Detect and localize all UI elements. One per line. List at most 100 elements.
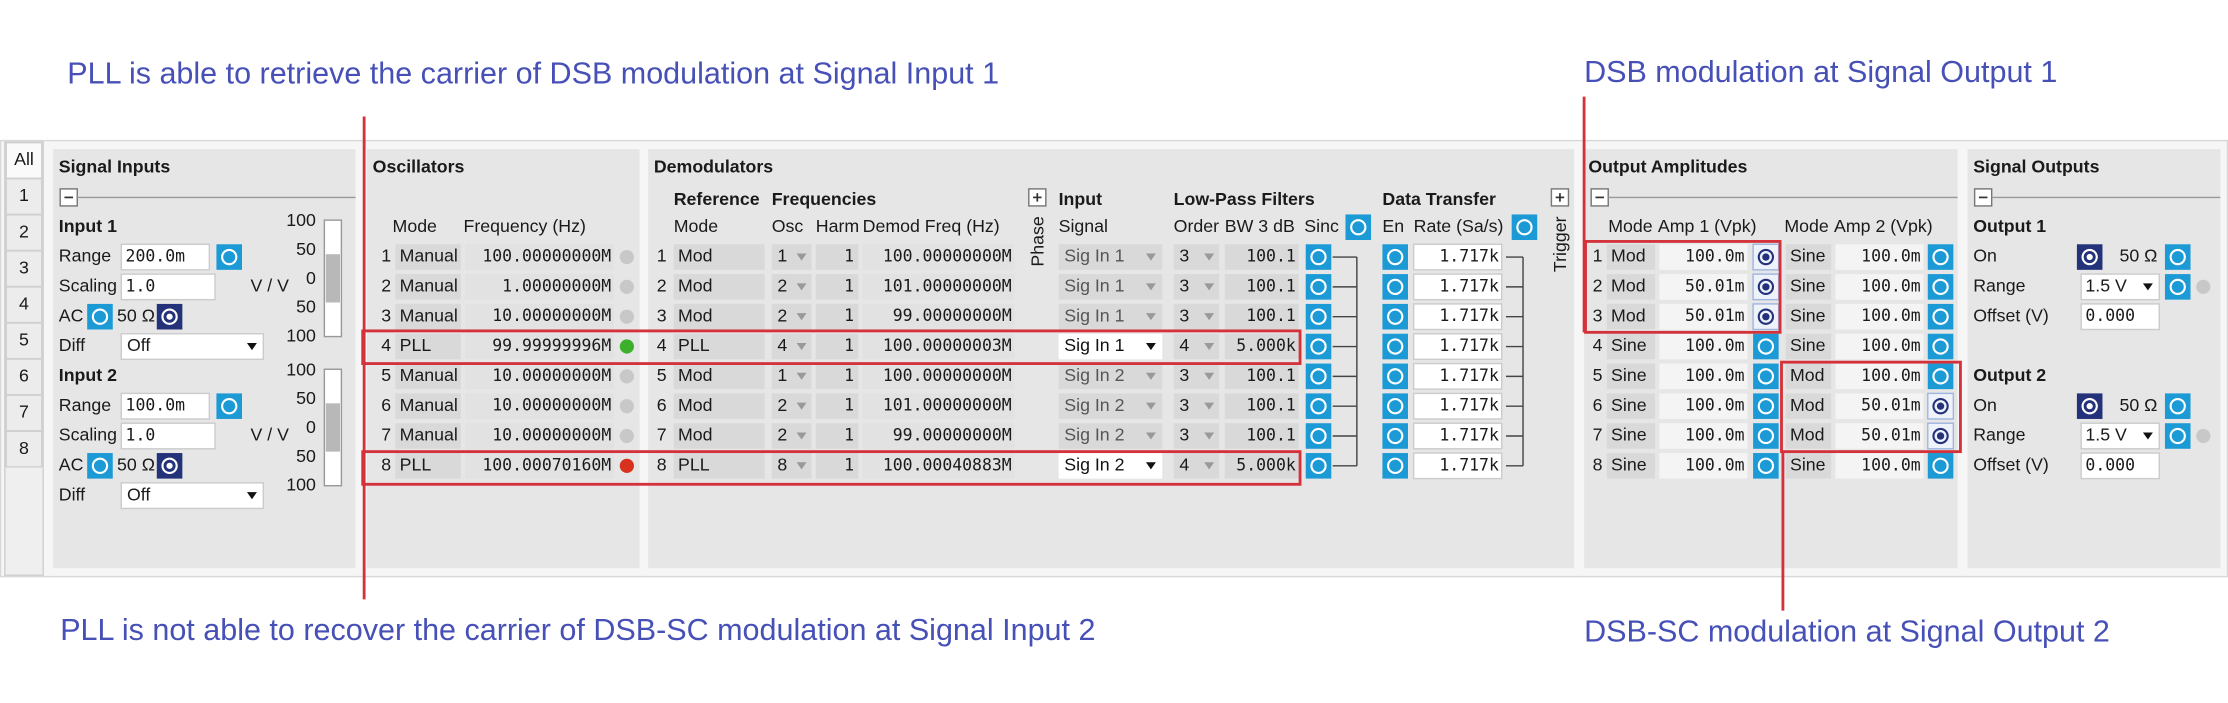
range-field[interactable] xyxy=(120,392,211,420)
enable-button[interactable] xyxy=(1927,244,1954,270)
mode-cell[interactable] xyxy=(1606,333,1656,360)
mode-cell[interactable] xyxy=(673,303,765,330)
osc-cell[interactable] xyxy=(771,244,812,270)
enable-button[interactable] xyxy=(1305,274,1332,300)
demod-osc[interactable]: 1 xyxy=(777,246,787,266)
demod-osc[interactable]: 2 xyxy=(777,425,787,445)
mode-cell[interactable] xyxy=(673,423,765,449)
amp-field[interactable] xyxy=(1835,274,1924,300)
demod-signal[interactable]: Sig In 1 xyxy=(1064,276,1124,296)
range-value[interactable]: 100.0m xyxy=(126,396,186,415)
mode-cell[interactable] xyxy=(1606,453,1656,479)
demod-signal[interactable]: Sig In 2 xyxy=(1064,365,1124,385)
demod-rate[interactable]: 1.717k xyxy=(1439,426,1499,445)
tab[interactable] xyxy=(5,394,43,432)
rate-field[interactable] xyxy=(1412,392,1503,420)
demod-rate[interactable]: 1.717k xyxy=(1439,306,1499,325)
demod-osc[interactable]: 4 xyxy=(777,335,787,355)
demod-mode[interactable]: Mod xyxy=(678,276,713,296)
mode-cell[interactable] xyxy=(1785,244,1832,270)
demod-order[interactable]: 4 xyxy=(1179,335,1189,355)
demod-osc[interactable]: 2 xyxy=(777,305,787,325)
amp-field[interactable] xyxy=(1659,453,1748,479)
demod-order[interactable]: 3 xyxy=(1179,365,1189,385)
rate-field[interactable] xyxy=(1412,273,1503,301)
rate-field[interactable] xyxy=(1412,333,1503,361)
demod-mode[interactable]: Mod xyxy=(678,365,713,385)
signal-select[interactable] xyxy=(1058,333,1163,360)
tab-label[interactable]: 8 xyxy=(19,438,29,458)
amp1-mode[interactable]: Mod xyxy=(1611,246,1646,266)
mode-cell[interactable] xyxy=(673,453,765,479)
offset-value[interactable]: 0.000 xyxy=(2085,455,2135,474)
amp2-value[interactable]: 100.0m xyxy=(1861,306,1921,325)
demod-signal[interactable]: Sig In 2 xyxy=(1064,455,1124,475)
amp-field[interactable] xyxy=(1835,333,1924,360)
demod-order[interactable]: 3 xyxy=(1179,425,1189,445)
amp-field[interactable] xyxy=(1835,303,1924,330)
demod-osc[interactable]: 8 xyxy=(777,455,787,475)
tab-label[interactable]: 1 xyxy=(19,185,29,205)
enable-button[interactable] xyxy=(1382,274,1408,300)
enable-button[interactable] xyxy=(1753,453,1779,479)
enable-button[interactable] xyxy=(1927,333,1954,360)
osc-cell[interactable] xyxy=(771,423,812,449)
amp2-value[interactable]: 50.01m xyxy=(1861,426,1921,445)
demod-osc[interactable]: 2 xyxy=(777,276,787,296)
mode-cell[interactable] xyxy=(673,274,765,300)
enable-button[interactable] xyxy=(1382,333,1408,360)
diff-value[interactable]: Off xyxy=(127,484,150,504)
demod-osc[interactable]: 1 xyxy=(777,365,787,385)
mode-cell[interactable] xyxy=(1785,363,1832,390)
enable-button[interactable] xyxy=(216,244,242,270)
enable-button[interactable] xyxy=(1753,363,1779,390)
offset-value[interactable]: 0.000 xyxy=(2085,306,2135,325)
osc-cell[interactable] xyxy=(771,333,812,360)
enable-button[interactable] xyxy=(216,393,242,419)
mode-cell[interactable] xyxy=(1606,303,1656,330)
enable-button[interactable] xyxy=(1305,423,1332,449)
mode-cell[interactable] xyxy=(673,333,765,360)
enable-button[interactable] xyxy=(1382,303,1408,330)
amp-field[interactable] xyxy=(1659,423,1748,449)
tab[interactable] xyxy=(5,358,43,396)
enable-button[interactable] xyxy=(87,453,113,479)
signal-select[interactable] xyxy=(1058,244,1163,270)
enable-button[interactable] xyxy=(1927,303,1954,330)
mode-cell[interactable] xyxy=(673,393,765,419)
demod-rate[interactable]: 1.717k xyxy=(1439,366,1499,385)
demod-rate[interactable]: 1.717k xyxy=(1439,247,1499,266)
amp1-value[interactable]: 100.0m xyxy=(1685,247,1745,266)
mode-cell[interactable] xyxy=(1785,393,1832,419)
osc-cell[interactable] xyxy=(771,363,812,390)
amp-field[interactable] xyxy=(1659,333,1748,360)
enable-button[interactable] xyxy=(1927,453,1954,479)
demod-signal[interactable]: Sig In 2 xyxy=(1064,425,1124,445)
tab-label[interactable]: All xyxy=(14,149,34,169)
amp1-mode[interactable]: Sine xyxy=(1611,395,1647,415)
amp1-value[interactable]: 100.0m xyxy=(1685,366,1745,385)
osc-cell[interactable] xyxy=(771,393,812,419)
diff-select[interactable] xyxy=(120,482,265,510)
rate-field[interactable] xyxy=(1412,243,1503,271)
tab-label[interactable]: 2 xyxy=(19,221,29,241)
range-field[interactable] xyxy=(120,243,211,271)
mode-cell[interactable] xyxy=(1606,363,1656,390)
scaling-field[interactable] xyxy=(120,422,216,450)
signal-select[interactable] xyxy=(1058,423,1163,449)
enable-button[interactable] xyxy=(1305,453,1332,479)
tab[interactable] xyxy=(5,286,43,324)
range-value[interactable]: 1.5 V xyxy=(2085,276,2127,296)
amp1-mode[interactable]: Mod xyxy=(1611,276,1646,296)
enable-button[interactable] xyxy=(87,303,113,330)
demod-rate[interactable]: 1.717k xyxy=(1439,276,1499,295)
enable-button[interactable] xyxy=(1753,423,1779,449)
amp2-mode[interactable]: Sine xyxy=(1790,335,1826,355)
demod-order[interactable]: 3 xyxy=(1179,395,1189,415)
enable-button[interactable] xyxy=(1927,274,1954,300)
mode-cell[interactable] xyxy=(1785,303,1832,330)
amp-field[interactable] xyxy=(1835,453,1924,479)
osc-cell[interactable] xyxy=(771,274,812,300)
demod-signal[interactable]: Sig In 2 xyxy=(1064,395,1124,415)
amp2-value[interactable]: 100.0m xyxy=(1861,336,1921,355)
